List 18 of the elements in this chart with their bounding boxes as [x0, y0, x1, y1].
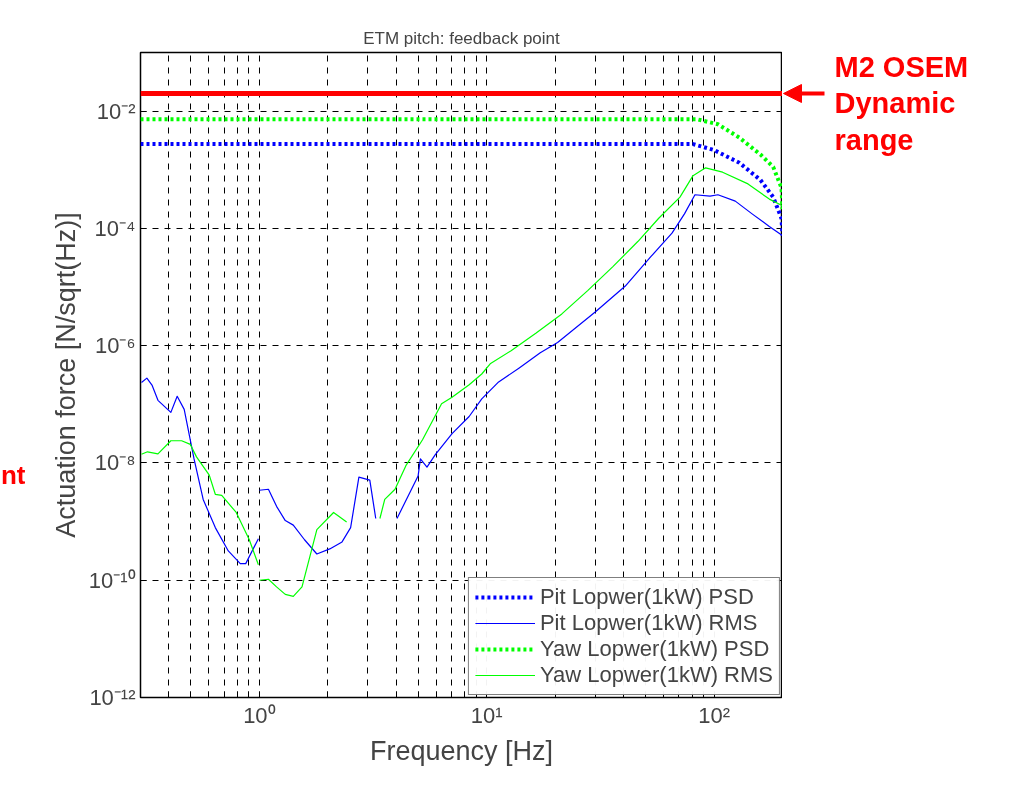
legend-label: Pit Lopwer(1kW) RMS: [539, 610, 758, 636]
y-tick-label: 10⁻⁴: [94, 215, 136, 241]
y-tick-label: 10⁻²: [96, 98, 136, 124]
chart-title: ETM pitch: feedback point: [363, 28, 561, 48]
y-tick-label: 10⁻¹²: [89, 685, 136, 710]
y-tick-label: 10⁻⁶: [94, 333, 136, 359]
legend-label: Yaw Lopwer(1kW) RMS: [539, 662, 773, 688]
legend-label: Yaw Lopwer(1kW) PSD: [539, 636, 770, 662]
x-tick-label: 10²: [698, 702, 730, 728]
x-tick-label: 10¹: [470, 702, 503, 728]
x-axis-title: Frequency [Hz]: [369, 735, 554, 766]
ref-line-label: M2 OSEM Dynamic range: [834, 50, 969, 157]
text: nt: [0, 459, 26, 490]
y-axis-title: Actuation force [N/sqrt(Hz)]: [50, 212, 81, 538]
y-tick-label: 10⁻¹⁰: [88, 567, 136, 593]
legend-label: Pit Lopwer(1kW) PSD: [539, 584, 754, 610]
x-tick-label: 10⁰: [243, 702, 276, 728]
y-tick-label: 10⁻⁸: [94, 450, 136, 476]
